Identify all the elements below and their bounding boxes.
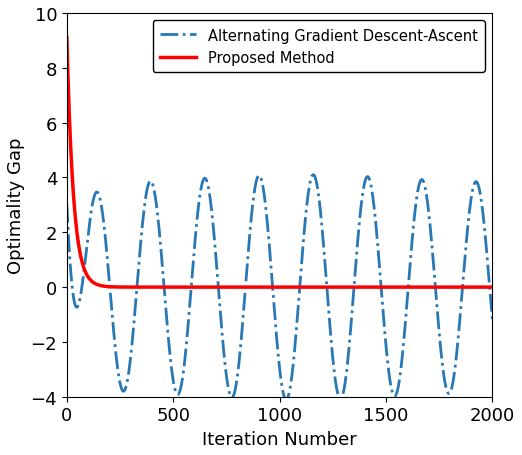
Proposed Method xyxy=(148,285,155,290)
Line: Proposed Method: Proposed Method xyxy=(67,39,492,288)
Alternating Gradient Descent-Ascent xyxy=(245,253,251,259)
Alternating Gradient Descent-Ascent xyxy=(310,172,316,178)
Line: Alternating Gradient Descent-Ascent: Alternating Gradient Descent-Ascent xyxy=(67,175,492,399)
Alternating Gradient Descent-Ascent xyxy=(64,202,70,208)
Proposed Method xyxy=(124,285,130,290)
Legend: Alternating Gradient Descent-Ascent, Proposed Method: Alternating Gradient Descent-Ascent, Pro… xyxy=(152,21,485,73)
Proposed Method xyxy=(64,36,70,41)
Proposed Method xyxy=(245,285,251,290)
Alternating Gradient Descent-Ascent xyxy=(278,377,284,382)
Alternating Gradient Descent-Ascent xyxy=(353,252,360,258)
X-axis label: Iteration Number: Iteration Number xyxy=(202,430,357,448)
Alternating Gradient Descent-Ascent xyxy=(283,397,289,402)
Proposed Method xyxy=(353,285,360,290)
Alternating Gradient Descent-Ascent xyxy=(250,203,256,208)
Proposed Method xyxy=(250,285,256,290)
Alternating Gradient Descent-Ascent xyxy=(124,381,130,387)
Proposed Method xyxy=(489,285,495,290)
Alternating Gradient Descent-Ascent xyxy=(489,318,495,324)
Proposed Method xyxy=(278,285,284,290)
Y-axis label: Optimality Gap: Optimality Gap xyxy=(7,137,25,273)
Alternating Gradient Descent-Ascent xyxy=(148,179,155,185)
